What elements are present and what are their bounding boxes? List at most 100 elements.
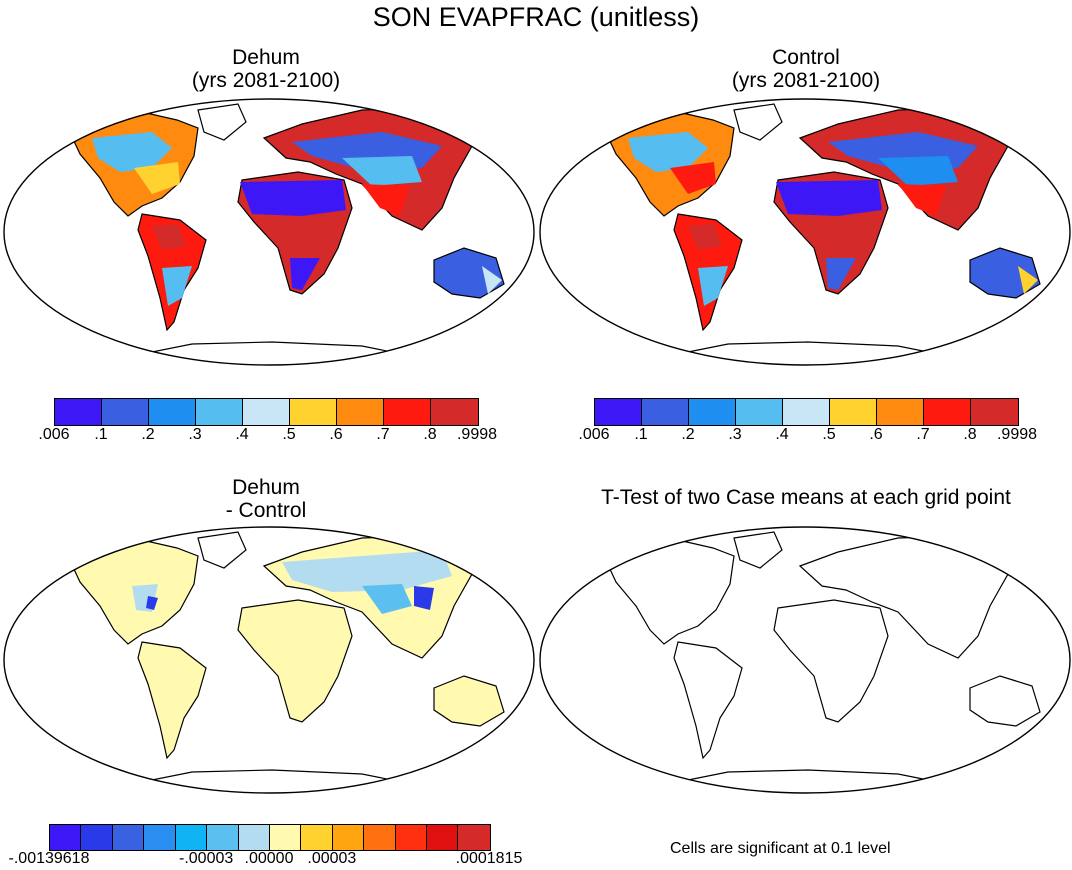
- continent-south-america: [137, 641, 207, 760]
- map-border-dehum: [3, 98, 535, 366]
- colorbar-control-swatch: [642, 399, 689, 425]
- colorbar-control-swatch: [689, 399, 736, 425]
- panel-title-ttest: T-Test of two Case means at each grid po…: [601, 486, 1011, 509]
- colorbar-diff-swatch: [81, 825, 113, 850]
- colorbar-control-tick-label: .2: [681, 426, 695, 443]
- continent-antarctica: [111, 769, 433, 793]
- colorbar-dehum-swatch: [55, 399, 102, 425]
- colorbar-diff-swatch: [269, 825, 302, 850]
- continent-greenland: [197, 103, 247, 141]
- colorbar-diff-swatch: [427, 825, 459, 850]
- colorbar-diff-swatch: [395, 825, 428, 850]
- colorbar-diff-swatch: [207, 825, 239, 850]
- colorbar-diff-tick-label: -.00139618: [8, 850, 90, 867]
- map-ttest-svg: [539, 526, 1071, 794]
- colorbar-dehum-swatch: [290, 399, 337, 425]
- colorbar-control-labels: .006 .1 .2 .3 .4 .5 .6 .7 .8 .9998: [578, 426, 1037, 446]
- colorbar-control: [594, 398, 1019, 426]
- colorbar-dehum: [54, 398, 479, 426]
- continent-australia: [969, 247, 1041, 299]
- colorbar-control-tick-label: .6: [869, 426, 883, 443]
- continent-north-america: [601, 539, 735, 645]
- continent-south-america: [673, 641, 743, 760]
- map-border-diff: [3, 526, 535, 794]
- continent-greenland: [733, 103, 783, 141]
- colorbar-diff-swatch: [458, 825, 490, 850]
- colorbar-diff-swatch: [50, 825, 82, 850]
- continent-africa: [773, 599, 889, 723]
- map-panel-control: [538, 98, 1072, 366]
- colorbar-dehum-tick-label: .7: [376, 426, 390, 443]
- panel-title-diff: Dehum - Control: [116, 476, 416, 522]
- significance-note: Cells are significant at 0.1 level: [670, 840, 891, 857]
- colorbar-dehum-tick-label: .5: [282, 426, 296, 443]
- continent-australia: [969, 675, 1041, 727]
- colorbar-diff-swatch: [332, 825, 365, 850]
- continent-africa: [237, 171, 353, 295]
- colorbar-control-tick-label: .3: [728, 426, 742, 443]
- main-title: SON EVAPFRAC (unitless): [372, 2, 700, 32]
- panel-title-dehum: Dehum (yrs 2081-2100): [116, 46, 416, 92]
- colorbar-dehum-tick-label: .9998: [456, 426, 498, 443]
- map-dehum-svg: [3, 98, 535, 366]
- map-panel-diff: [2, 526, 536, 794]
- colorbar-diff-swatch: [301, 825, 333, 850]
- colorbar-dehum-tick-label: .8: [423, 426, 437, 443]
- colorbar-dehum-swatch: [431, 399, 478, 425]
- colorbar-diff: [49, 824, 491, 851]
- continent-antarctica: [111, 341, 433, 365]
- colorbar-dehum-swatch: [337, 399, 384, 425]
- map-panel-dehum: [2, 98, 536, 366]
- continent-north-america: [601, 111, 735, 217]
- colorbar-diff-swatch: [364, 825, 396, 850]
- continent-greenland: [733, 531, 783, 569]
- colorbar-dehum-swatch: [196, 399, 243, 425]
- map-panel-ttest: [538, 526, 1072, 794]
- continent-australia: [433, 247, 505, 299]
- colorbar-control-swatch: [924, 399, 971, 425]
- panel-title-control-line2: (yrs 2081-2100): [731, 69, 881, 92]
- map-border-ttest: [539, 526, 1071, 794]
- colorbar-dehum-swatch: [384, 399, 431, 425]
- colorbar-control-swatch: [971, 399, 1018, 425]
- colorbar-control-swatch: [595, 399, 642, 425]
- continent-africa: [773, 171, 889, 295]
- colorbar-control-swatch: [877, 399, 924, 425]
- colorbar-control-tick-label: .8: [963, 426, 977, 443]
- continent-south-america: [673, 213, 743, 332]
- colorbar-control-swatch: [736, 399, 783, 425]
- colorbar-dehum-swatch: [102, 399, 149, 425]
- panel-title-control-line1: Control: [772, 46, 840, 69]
- colorbar-control-tick-label: .7: [916, 426, 930, 443]
- continent-eurasia: [262, 107, 473, 231]
- colorbar-dehum-tick-label: .2: [141, 426, 155, 443]
- map-diff-svg: [3, 526, 535, 794]
- colorbar-dehum-swatch: [149, 399, 196, 425]
- colorbar-control-swatch: [783, 399, 830, 425]
- colorbar-diff-swatch: [175, 825, 208, 850]
- colorbar-diff-swatch: [144, 825, 176, 850]
- colorbar-diff-swatch: [112, 825, 145, 850]
- continent-africa: [237, 599, 353, 723]
- colorbar-control-tick-label: .4: [775, 426, 789, 443]
- panel-title-control: Control (yrs 2081-2100): [656, 46, 956, 92]
- continent-north-america: [65, 111, 199, 217]
- colorbar-dehum-labels: .006 .1 .2 .3 .4 .5 .6 .7 .8 .9998: [38, 426, 497, 446]
- colorbar-diff-tick-label: .00003: [307, 850, 357, 867]
- continent-australia: [433, 675, 505, 727]
- map-border-control: [539, 98, 1071, 366]
- colorbar-control-tick-label: .9998: [996, 426, 1038, 443]
- colorbar-dehum-swatch: [243, 399, 290, 425]
- colorbar-diff-labels: -.00139618 -.00003 .00000 .00003 .0001815: [9, 850, 523, 870]
- colorbar-diff-swatch: [238, 825, 270, 850]
- panel-title-diff-line2: - Control: [225, 499, 307, 522]
- continent-antarctica: [647, 341, 969, 365]
- colorbar-diff-tick-label: -.00003: [179, 850, 234, 867]
- colorbar-dehum-tick-label: .1: [94, 426, 108, 443]
- colorbar-control-tick-label: .006: [578, 426, 610, 443]
- colorbar-diff-tick-label: .0001815: [455, 850, 523, 867]
- map-control-svg: [539, 98, 1071, 366]
- colorbar-dehum-tick-label: .4: [235, 426, 249, 443]
- colorbar-control-tick-label: .1: [634, 426, 648, 443]
- panel-title-dehum-line1: Dehum: [232, 46, 300, 69]
